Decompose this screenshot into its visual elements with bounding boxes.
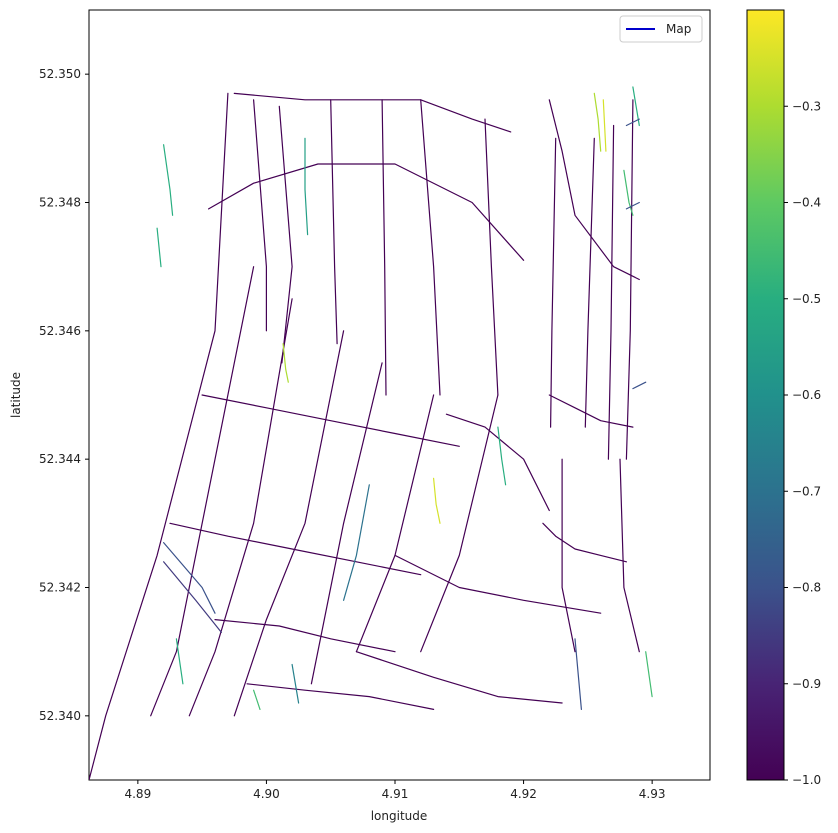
map-segment bbox=[420, 99, 441, 396]
map-segment bbox=[549, 137, 557, 428]
map-segment bbox=[623, 169, 634, 216]
map-segment bbox=[253, 99, 267, 332]
map-segment bbox=[201, 394, 460, 447]
map-segment bbox=[282, 343, 289, 383]
y-tick-label: 52.350 bbox=[39, 67, 81, 81]
legend-box bbox=[619, 15, 703, 43]
map-segment bbox=[445, 413, 550, 512]
colorbar-tick-label: −0.4 bbox=[792, 196, 821, 210]
y-tick-label: 52.340 bbox=[39, 709, 81, 723]
x-tick-label: 4.92 bbox=[510, 787, 537, 801]
colorbar-tick-label: −0.8 bbox=[792, 581, 821, 595]
map-segment bbox=[89, 92, 229, 780]
map-segment bbox=[574, 638, 583, 711]
map-segment bbox=[381, 99, 387, 396]
map-segment bbox=[584, 137, 595, 428]
map-segment bbox=[645, 651, 653, 698]
map-segment bbox=[619, 458, 640, 653]
map-segment bbox=[542, 522, 628, 563]
colorbar bbox=[746, 9, 785, 781]
map-segment bbox=[330, 99, 338, 345]
map-segment bbox=[632, 381, 647, 390]
colorbar-tick-label: −0.6 bbox=[792, 388, 821, 402]
map-segment bbox=[156, 227, 162, 268]
map-segment bbox=[163, 541, 216, 614]
map-segment bbox=[625, 201, 640, 210]
legend-label: Map bbox=[666, 22, 691, 36]
y-axis-title: latitude bbox=[9, 372, 23, 418]
colorbar-tick-label: −0.9 bbox=[792, 677, 821, 691]
map-segment bbox=[625, 118, 640, 127]
map-segment bbox=[420, 394, 499, 653]
map-segments bbox=[89, 86, 653, 780]
colorbar-tick-label: −0.5 bbox=[792, 292, 821, 306]
map-segment bbox=[150, 266, 255, 717]
map-segment bbox=[343, 484, 370, 601]
map-segment bbox=[208, 163, 525, 261]
map-segment bbox=[278, 105, 293, 364]
x-axis: 4.89 4.90 4.91 4.92 4.93 bbox=[124, 780, 666, 801]
map-segment bbox=[291, 663, 300, 704]
map-segment bbox=[593, 92, 602, 152]
y-tick-label: 52.344 bbox=[39, 452, 81, 466]
y-axis: 52.340 52.342 52.344 52.346 52.348 52.350 bbox=[39, 67, 89, 723]
x-tick-label: 4.93 bbox=[639, 787, 666, 801]
map-segment bbox=[163, 561, 222, 634]
y-tick-label: 52.346 bbox=[39, 324, 81, 338]
map-segment bbox=[233, 330, 345, 717]
colorbar-tick-label: −0.7 bbox=[792, 484, 821, 498]
map-segment bbox=[602, 99, 607, 152]
x-tick-label: 4.90 bbox=[253, 787, 280, 801]
legend: Map bbox=[619, 15, 703, 43]
plot-area bbox=[88, 9, 711, 781]
map-segment bbox=[188, 298, 293, 717]
map-segment bbox=[484, 118, 499, 396]
map-segment bbox=[253, 689, 261, 711]
map-segment bbox=[310, 362, 383, 685]
map-segment bbox=[548, 394, 634, 428]
map-segment bbox=[497, 426, 507, 486]
map-segment bbox=[214, 618, 396, 653]
colorbar-ticks: −1.0 −0.9 −0.8 −0.7 −0.6 −0.5 −0.4 −0.3 bbox=[784, 99, 821, 787]
y-tick-label: 52.342 bbox=[39, 581, 81, 595]
map-segment bbox=[355, 651, 563, 704]
map-segment bbox=[175, 638, 184, 685]
map-segment bbox=[433, 477, 441, 524]
map-segment bbox=[246, 683, 435, 711]
x-axis-title: longitude bbox=[371, 809, 428, 823]
y-tick-label: 52.348 bbox=[39, 196, 81, 210]
colorbar-tick-label: −0.3 bbox=[792, 99, 821, 113]
x-tick-label: 4.89 bbox=[124, 787, 151, 801]
colorbar-tick-label: −1.0 bbox=[792, 773, 821, 787]
map-segment bbox=[394, 554, 602, 614]
map-segment bbox=[163, 144, 174, 216]
map-segment bbox=[625, 99, 634, 460]
map-segment bbox=[607, 124, 615, 460]
map-segment bbox=[304, 137, 309, 236]
map-segment bbox=[548, 99, 640, 281]
map-segment bbox=[169, 522, 422, 576]
map-segment bbox=[561, 458, 576, 653]
x-tick-label: 4.91 bbox=[382, 787, 409, 801]
